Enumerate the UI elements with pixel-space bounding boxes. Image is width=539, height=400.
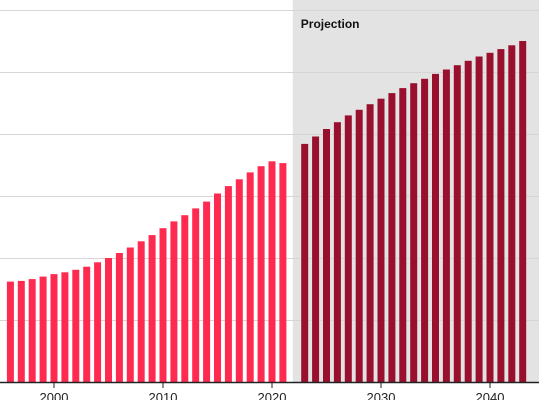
historical-bar xyxy=(214,193,221,382)
x-axis-ticks: 2000 2010 2020 2030 2040 xyxy=(40,382,505,400)
bars xyxy=(6,41,527,383)
projection-bar xyxy=(453,65,461,382)
historical-bar xyxy=(17,280,25,382)
historical-bar xyxy=(115,253,123,382)
historical-bar xyxy=(61,272,69,382)
projection-bar xyxy=(432,73,439,383)
x-tick-label: 2040 xyxy=(476,390,505,400)
historical-bar xyxy=(28,279,36,382)
historical-bar xyxy=(105,258,112,382)
projection-label: Projection xyxy=(301,17,360,31)
historical-bar xyxy=(170,221,178,382)
historical-bar xyxy=(50,274,58,382)
projection-bar xyxy=(421,78,429,383)
projection-bar xyxy=(355,109,363,383)
projection-bar xyxy=(366,104,374,382)
x-tick-label: 2000 xyxy=(40,390,69,400)
projection-bar xyxy=(519,41,527,382)
projection-bar xyxy=(301,143,309,382)
projection-bar xyxy=(344,115,352,383)
historical-bar xyxy=(246,172,254,382)
projection-bar xyxy=(410,83,418,382)
projection-bar xyxy=(442,69,450,382)
projection-bar xyxy=(486,52,494,383)
historical-bar xyxy=(126,247,134,382)
historical-bar xyxy=(257,166,265,382)
historical-bar xyxy=(203,201,211,382)
projection-bar xyxy=(333,122,341,382)
projection-bar xyxy=(323,129,330,382)
historical-bar xyxy=(279,163,287,382)
historical-bar xyxy=(39,276,47,382)
projection-bar xyxy=(497,49,505,382)
historical-bar xyxy=(137,241,145,382)
historical-bar xyxy=(72,269,80,382)
x-tick-label: 2030 xyxy=(367,390,396,400)
historical-bar xyxy=(235,179,243,382)
historical-bar xyxy=(268,161,276,382)
historical-bar xyxy=(6,281,14,382)
historical-bar xyxy=(224,186,232,382)
projection-bar xyxy=(388,93,396,382)
historical-bar xyxy=(159,228,167,382)
historical-bar xyxy=(148,235,156,382)
historical-bar xyxy=(94,262,102,382)
projection-bar xyxy=(312,136,320,382)
projection-bar xyxy=(508,45,516,383)
projection-bar xyxy=(399,88,407,382)
x-tick-label: 2010 xyxy=(149,390,178,400)
projection-bar xyxy=(464,60,472,383)
projection-bar xyxy=(377,98,385,382)
historical-bar xyxy=(192,208,200,382)
historical-bar xyxy=(83,266,91,382)
historical-bar xyxy=(181,215,189,382)
projection-bar xyxy=(475,56,483,382)
x-tick-label: 2020 xyxy=(258,390,287,400)
